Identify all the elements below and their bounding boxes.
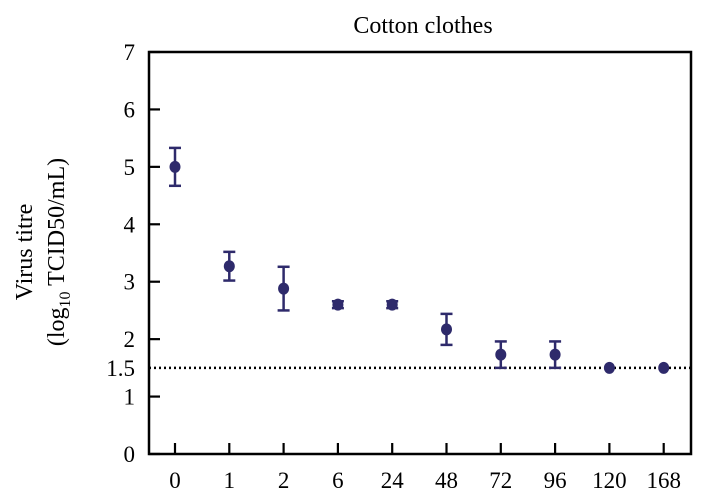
x-tick-label: 1: [224, 468, 236, 493]
x-axis: 0 1 2 6 24 48 72 96 120 168: [169, 443, 681, 493]
x-tick-label: 6: [332, 468, 344, 493]
data-marker: [603, 361, 615, 374]
x-tick-label: 2: [278, 468, 290, 493]
data-point: [494, 340, 507, 370]
y-tick-label: 3: [124, 270, 136, 295]
data-marker: [658, 361, 670, 374]
y-axis-label: Virus titre (log10 TCID50/mL): [12, 158, 74, 346]
x-tick-label: 120: [592, 468, 627, 493]
reference-line-label: 1.5: [106, 356, 135, 381]
y-axis-label-line1: Virus titre: [12, 204, 38, 301]
data-point: [603, 361, 615, 374]
x-tick-label: 24: [381, 468, 405, 493]
y-tick-label: 7: [124, 40, 136, 65]
x-tick-label: 0: [169, 468, 181, 493]
y-tick-label: 1: [124, 385, 136, 410]
data-marker: [495, 348, 507, 361]
y-tick-label: 5: [124, 155, 136, 180]
data-marker: [441, 323, 452, 336]
x-tick-label: 48: [435, 468, 458, 493]
data-point: [658, 361, 670, 374]
data-point: [440, 312, 453, 347]
data-marker: [386, 298, 398, 311]
y-axis-label-line2: (log10 TCID50/mL): [44, 158, 74, 346]
data-marker: [223, 260, 235, 273]
data-marker: [169, 160, 181, 173]
data-series: [169, 146, 670, 374]
x-tick-label: 72: [489, 468, 512, 493]
data-point: [277, 265, 290, 312]
data-point: [549, 340, 562, 370]
data-marker: [332, 298, 344, 311]
plot-frame: [147, 50, 693, 456]
y-tick-label: 2: [124, 327, 136, 352]
data-point: [386, 298, 399, 311]
y-tick-label: 6: [124, 97, 136, 122]
data-point: [169, 146, 181, 188]
data-marker: [278, 282, 290, 295]
x-tick-label: 96: [544, 468, 567, 493]
chart-title: Cotton clothes: [353, 13, 492, 39]
data-point: [331, 298, 344, 311]
y-tick-label: 0: [124, 442, 136, 467]
y-tick-label: 4: [124, 212, 136, 237]
y-axis: 0 1 2 3 4 5 6 7: [124, 40, 160, 467]
data-marker: [549, 348, 561, 361]
x-tick-label: 168: [646, 468, 681, 493]
data-point: [223, 250, 236, 282]
